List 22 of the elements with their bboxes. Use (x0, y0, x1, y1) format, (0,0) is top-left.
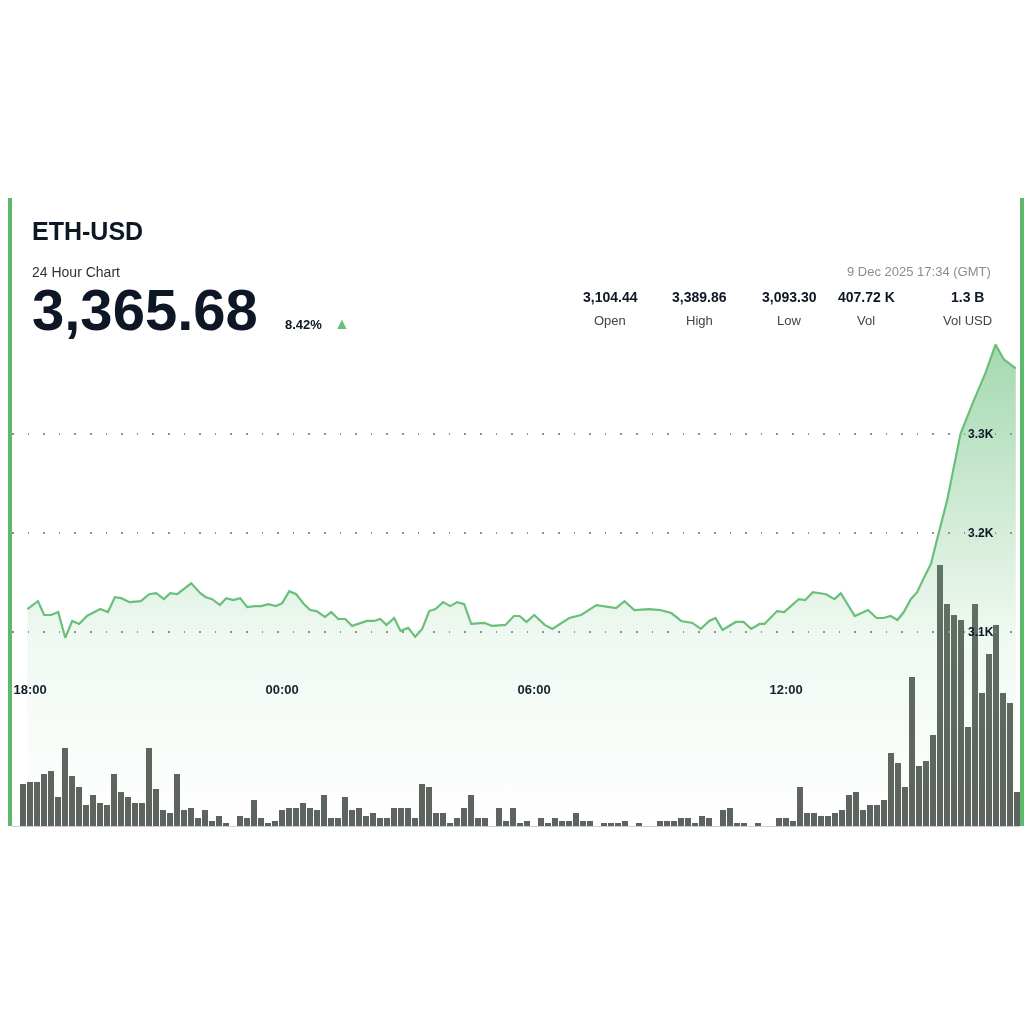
y-tick-label: 3.3K (968, 426, 994, 441)
text: 24 Hour Chart (32, 263, 121, 280)
y-tick-label: 3.2K (968, 526, 994, 540)
x-tick-label: 12:00 (769, 682, 803, 697)
annotation: 1.3 B (951, 289, 985, 305)
annotation: Vol (857, 313, 876, 328)
annotation: Open (594, 313, 626, 328)
annotation: 9 Dec 2025 17:34 (GMT) (847, 264, 991, 279)
x-tick-label: 06:00 (517, 682, 551, 697)
x-tick-label: 18:00 (13, 682, 47, 697)
annotation: High (686, 313, 713, 328)
annotation: ▲ (334, 315, 350, 332)
annotation: 8.42% (285, 317, 323, 332)
annotation: 3,365.68 (32, 277, 258, 342)
annotation: 3,389.86 (672, 289, 727, 305)
annotation: 407.72 K (838, 289, 895, 305)
annotation: Low (777, 313, 802, 328)
annotation: Vol USD (943, 313, 993, 328)
annotation: 3,093.30 (762, 289, 817, 305)
annotation: 3,104.44 (583, 289, 638, 305)
text: ETH-USD (32, 216, 144, 245)
x-tick-label: 00:00 (265, 682, 299, 697)
